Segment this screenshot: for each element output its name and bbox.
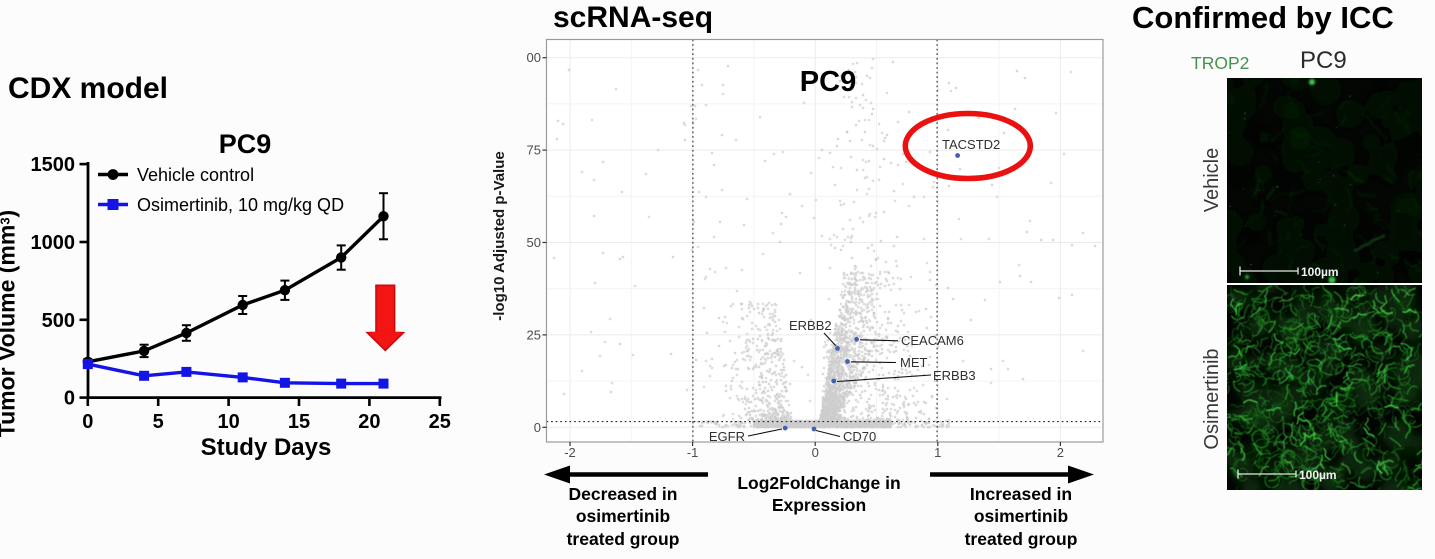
svg-text:100µm: 100µm [1299,468,1337,482]
svg-text:0: 0 [534,420,541,435]
svg-text:Vehicle control: Vehicle control [137,165,254,185]
svg-text:25: 25 [429,411,451,433]
svg-text:MET: MET [900,355,928,370]
svg-text:75: 75 [527,143,541,158]
svg-text:1500: 1500 [31,154,76,176]
svg-text:-2: -2 [564,445,576,460]
svg-text:10: 10 [217,411,239,433]
svg-text:1: 1 [934,445,941,460]
svg-text:TACSTD2: TACSTD2 [942,137,1000,152]
svg-text:1000: 1000 [31,232,76,254]
svg-text:0: 0 [82,411,93,433]
svg-text:00: 00 [527,50,541,65]
svg-text:5: 5 [153,411,164,433]
svg-text:-1: -1 [687,445,699,460]
svg-text:Osimertinib, 10 mg/kg QD: Osimertinib, 10 mg/kg QD [137,195,344,215]
svg-text:100µm: 100µm [1301,265,1339,279]
svg-text:ERBB3: ERBB3 [933,368,976,383]
svg-text:CD70: CD70 [843,429,876,444]
svg-text:2: 2 [1057,445,1064,460]
svg-text:50: 50 [527,235,541,250]
svg-text:15: 15 [288,411,310,433]
svg-text:Study Days: Study Days [201,434,332,461]
svg-text:EGFR: EGFR [709,429,745,444]
svg-text:20: 20 [358,411,380,433]
svg-text:ERBB2: ERBB2 [789,318,832,333]
svg-text:0: 0 [812,445,819,460]
svg-text:25: 25 [527,327,541,342]
svg-text:CEACAM6: CEACAM6 [901,333,964,348]
svg-text:0: 0 [64,388,75,410]
svg-text:500: 500 [42,310,75,332]
svg-text:PC9: PC9 [800,66,856,98]
